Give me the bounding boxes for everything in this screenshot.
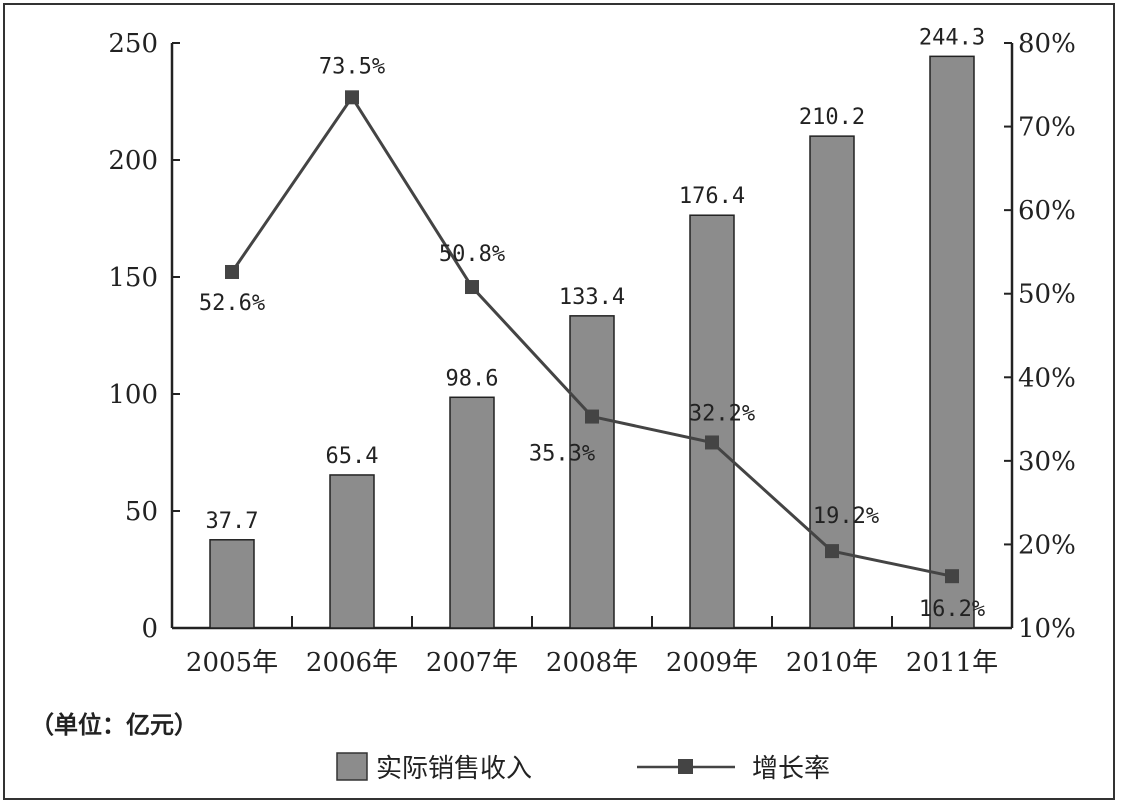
y-left-tick-label: 100 <box>108 380 158 410</box>
legend: 实际销售收入 增长率 <box>336 752 830 784</box>
y-left-tick-label: 150 <box>108 263 158 293</box>
growth-point <box>465 280 479 295</box>
legend-bar-swatch <box>336 752 368 781</box>
y-left-tick-label: 200 <box>108 146 158 176</box>
x-tick-label: 2008年 <box>546 648 638 678</box>
growth-value-label: 16.2% <box>919 597 985 622</box>
growth-value-label: 52.6% <box>199 291 265 316</box>
x-tick-label: 2010年 <box>786 648 878 678</box>
growth-point <box>825 544 839 559</box>
growth-point <box>585 409 599 424</box>
x-tick-label: 2007年 <box>426 648 518 678</box>
bar-value-label: 133.4 <box>559 285 625 310</box>
bar-value-label: 244.3 <box>919 25 985 50</box>
bar <box>449 396 495 629</box>
y-left-tick-label: 0 <box>141 614 158 644</box>
x-tick-label: 2011年 <box>906 648 998 678</box>
y-right-tick-label: 20% <box>1018 530 1076 560</box>
bar <box>689 214 735 629</box>
y-right-tick-label: 50% <box>1018 280 1076 310</box>
bar <box>569 315 615 629</box>
growth-point <box>945 569 959 584</box>
y-right-tick-label: 10% <box>1018 614 1076 644</box>
growth-value-label: 35.3% <box>529 442 595 467</box>
legend-line-marker <box>678 759 693 774</box>
y-left-tick-label: 250 <box>108 29 158 59</box>
bar-value-label: 65.4 <box>326 444 379 469</box>
growth-line-group <box>225 90 959 584</box>
bar <box>209 539 255 629</box>
legend-bar-label: 实际销售收入 <box>376 754 532 784</box>
growth-value-label: 19.2% <box>813 504 879 529</box>
unit-note: （单位：亿元） <box>30 711 198 739</box>
growth-point <box>705 435 719 450</box>
x-tick-label: 2009年 <box>666 648 758 678</box>
growth-value-label: 50.8% <box>439 242 505 267</box>
legend-line-label: 增长率 <box>752 754 830 784</box>
growth-point <box>225 264 239 279</box>
y-right-tick-label: 70% <box>1018 113 1076 143</box>
bar-value-label: 37.7 <box>206 509 259 534</box>
bar <box>929 55 975 629</box>
bars-group <box>209 55 975 629</box>
y-right-tick-label: 80% <box>1018 29 1076 59</box>
data-labels-group: 37.7 65.4 98.6 133.4 176.4 210.2 244.3 52.6% 73.… <box>199 25 985 622</box>
x-tick-label: 2005年 <box>186 648 278 678</box>
y-left-tick-label: 50 <box>125 497 158 527</box>
bar <box>329 474 375 629</box>
y-right-tick-label: 40% <box>1018 363 1076 393</box>
bar-value-label: 98.6 <box>446 366 499 391</box>
bar-value-label: 176.4 <box>679 184 745 209</box>
axes: 0 50 100 150 200 250 10% 20% 30% 40% 50% 60% 70% 80% 2… <box>108 29 1075 678</box>
y-right-tick-label: 60% <box>1018 196 1076 226</box>
growth-point <box>345 90 359 105</box>
growth-value-label: 32.2% <box>689 401 755 426</box>
bar-value-label: 210.2 <box>799 105 865 130</box>
y-right-tick-label: 30% <box>1018 447 1076 477</box>
growth-value-label: 73.5% <box>319 54 385 79</box>
x-tick-label: 2006年 <box>306 648 398 678</box>
